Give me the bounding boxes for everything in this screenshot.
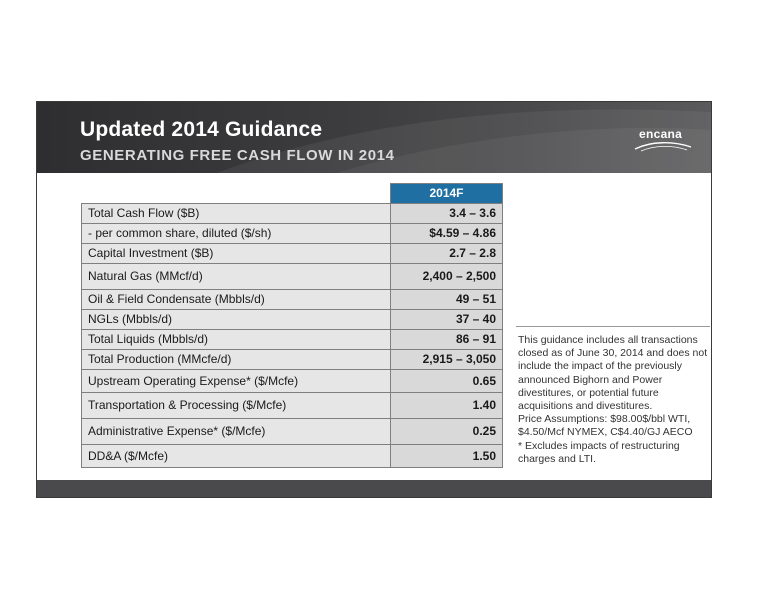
row-label: Capital Investment ($B)	[81, 242, 391, 264]
row-value: 37 – 40	[390, 308, 503, 330]
table-row: Transportation & Processing ($/Mcfe) 1.4…	[81, 391, 503, 419]
row-value: 0.25	[390, 417, 503, 445]
row-value: 49 – 51	[390, 288, 503, 310]
guidance-notes: This guidance includes all transactions …	[518, 334, 711, 466]
row-value: 1.40	[390, 391, 503, 419]
row-label: Natural Gas (MMcf/d)	[81, 262, 391, 290]
guidance-table: 2014F Total Cash Flow ($B) 3.4 – 3.6 - p…	[81, 183, 503, 468]
note-transactions: This guidance includes all transactions …	[518, 334, 708, 413]
table-row: Capital Investment ($B) 2.7 – 2.8	[81, 242, 503, 264]
slide-header: Updated 2014 Guidance GENERATING FREE CA…	[37, 102, 711, 173]
row-label: DD&A ($/Mcfe)	[81, 443, 391, 468]
table-row: Total Liquids (Mbbls/d) 86 – 91	[81, 328, 503, 350]
table-header-row: 2014F	[82, 183, 503, 204]
row-label: NGLs (Mbbls/d)	[81, 308, 391, 330]
row-label: Total Cash Flow ($B)	[81, 202, 391, 224]
table-row: Natural Gas (MMcf/d) 2,400 – 2,500	[81, 262, 503, 290]
row-value: 2.7 – 2.8	[390, 242, 503, 264]
note-footnote: * Excludes impacts of restructuring char…	[518, 439, 680, 465]
row-label: Administrative Expense* ($/Mcfe)	[81, 417, 391, 445]
slide: Updated 2014 Guidance GENERATING FREE CA…	[36, 101, 712, 498]
row-value: 86 – 91	[390, 328, 503, 350]
encana-logo: encana	[633, 127, 693, 153]
row-label: Oil & Field Condensate (Mbbls/d)	[81, 288, 391, 310]
table-row: DD&A ($/Mcfe) 1.50	[81, 443, 503, 468]
row-value: 1.50	[390, 443, 503, 468]
row-value: 2,400 – 2,500	[390, 262, 503, 290]
footer-bar	[37, 480, 711, 497]
row-value: 3.4 – 3.6	[390, 202, 503, 224]
row-value: 2,915 – 3,050	[390, 348, 503, 370]
note-price-assumptions: Price Assumptions: $98.00$/bbl WTI, $4.5…	[518, 413, 693, 439]
table-row: Administrative Expense* ($/Mcfe) 0.25	[81, 417, 503, 445]
row-label: Total Production (MMcfe/d)	[81, 348, 391, 370]
row-value: 0.65	[390, 368, 503, 393]
table-row: NGLs (Mbbls/d) 37 – 40	[81, 308, 503, 330]
row-label: Total Liquids (Mbbls/d)	[81, 328, 391, 350]
logo-text: encana	[639, 127, 683, 141]
page-subtitle: GENERATING FREE CASH FLOW IN 2014	[80, 147, 395, 164]
notes-divider	[516, 326, 710, 327]
row-value: $4.59 – 4.86	[390, 222, 503, 244]
row-label: Upstream Operating Expense* ($/Mcfe)	[81, 368, 391, 393]
table-row: - per common share, diluted ($/sh) $4.59…	[81, 222, 503, 244]
row-label: - per common share, diluted ($/sh)	[81, 222, 391, 244]
column-header-2014f: 2014F	[390, 183, 503, 204]
table-row: Oil & Field Condensate (Mbbls/d) 49 – 51	[81, 288, 503, 310]
header-swoosh-decoration	[216, 109, 711, 173]
table-row: Upstream Operating Expense* ($/Mcfe) 0.6…	[81, 368, 503, 393]
page-title: Updated 2014 Guidance	[80, 118, 323, 141]
table-row: Total Cash Flow ($B) 3.4 – 3.6	[81, 202, 503, 224]
row-label: Transportation & Processing ($/Mcfe)	[81, 391, 391, 419]
table-row: Total Production (MMcfe/d) 2,915 – 3,050	[81, 348, 503, 370]
logo-swoosh-icon	[634, 142, 692, 152]
